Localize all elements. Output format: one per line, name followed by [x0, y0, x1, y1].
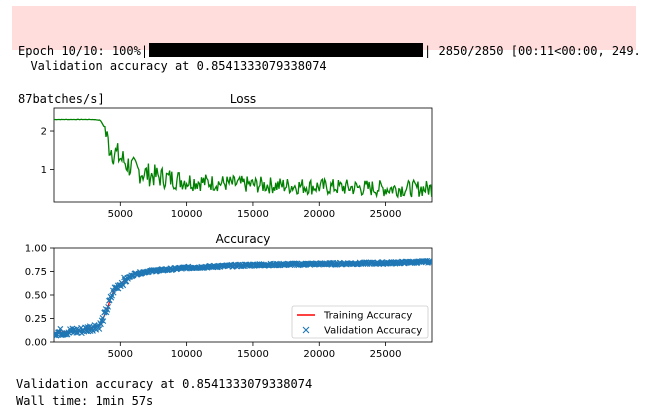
loss-chart: Loss 5000 10000 15000 20000 25000 1 2 — [0, 86, 460, 230]
accuracy-legend-box — [291, 305, 429, 339]
accuracy-series-validation-accuracy-marker — [120, 282, 127, 289]
stderr-output: Epoch 10/10: 100%| | 2850/2850 [00:11<00:… — [12, 6, 641, 106]
loss-xtick-label: 25000 — [370, 209, 402, 220]
loss-xtick-label: 5000 — [108, 209, 133, 220]
loss-xtick-label: 15000 — [237, 209, 269, 220]
loss-xtick-label: 20000 — [303, 209, 335, 220]
accuracy-series-validation-accuracy-marker — [109, 292, 115, 299]
accuracy-legend-label: Training Accuracy — [323, 311, 412, 322]
accuracy-chart: Accuracy 5000 10000 15000 20000 25000 0.00 0.25… — [0, 226, 460, 370]
loss-title: Loss — [230, 92, 256, 106]
wall-time-output: Wall time: 1min 57s — [16, 394, 154, 408]
accuracy-legend: Training Accuracy Validation Accuracy — [291, 305, 429, 339]
accuracy-xtick-label: 20000 — [303, 349, 335, 360]
accuracy-series-validation-accuracy-marker — [57, 325, 64, 332]
loss-xtick-label: 10000 — [171, 209, 203, 220]
accuracy-legend-label: Validation Accuracy — [324, 326, 422, 337]
loss-plot-area — [54, 118, 432, 199]
loss-ytick-label: 1 — [41, 165, 47, 176]
accuracy-ytick-label: 0.25 — [25, 314, 47, 325]
accuracy-ytick-label: 0.00 — [25, 338, 47, 349]
loss-series-line — [54, 118, 432, 199]
accuracy-ytick-label: 1.00 — [25, 244, 47, 255]
accuracy-series-validation-accuracy-marker — [105, 304, 112, 310]
validation-output-2: Validation accuracy at 0.854133307933807… — [16, 377, 313, 391]
accuracy-xtick-label: 25000 — [370, 349, 402, 360]
accuracy-xtick-label: 5000 — [108, 349, 133, 360]
accuracy-plot-area — [54, 257, 432, 339]
validation-output-1: Validation accuracy at 0.854133307933807… — [16, 59, 327, 73]
accuracy-xtick-label: 15000 — [237, 349, 269, 360]
accuracy-chart-svg: Accuracy 5000 10000 15000 20000 25000 0.00 0.25… — [25, 232, 433, 360]
accuracy-series-validation-accuracy-marker — [96, 326, 103, 332]
progress-bar — [149, 43, 424, 57]
accuracy-ytick-label: 0.50 — [25, 291, 47, 302]
accuracy-title: Accuracy — [216, 232, 271, 246]
loss-ytick-label: 2 — [41, 127, 47, 138]
accuracy-legend-marker — [302, 326, 310, 334]
accuracy-series-validation-accuracy-marker — [100, 318, 107, 325]
accuracy-ytick-label: 0.75 — [25, 267, 47, 278]
progress-line: Epoch 10/10: 100%| | 2850/2850 [00:11<00:… — [18, 43, 641, 59]
loss-chart-svg: Loss 5000 10000 15000 20000 25000 1 2 — [41, 92, 433, 220]
progress-counts: | 2850/2850 [00:11<00:00, 249. — [424, 44, 641, 58]
loss-axes-frame — [53, 107, 433, 203]
accuracy-series-validation-accuracy-marker — [428, 259, 432, 266]
progress-label: Epoch 10/10: 100%| — [18, 44, 149, 58]
accuracy-xtick-label: 10000 — [171, 349, 203, 360]
accuracy-series-validation-accuracy-marker — [110, 289, 117, 296]
progress-rate: 87batches/s] — [18, 92, 105, 106]
